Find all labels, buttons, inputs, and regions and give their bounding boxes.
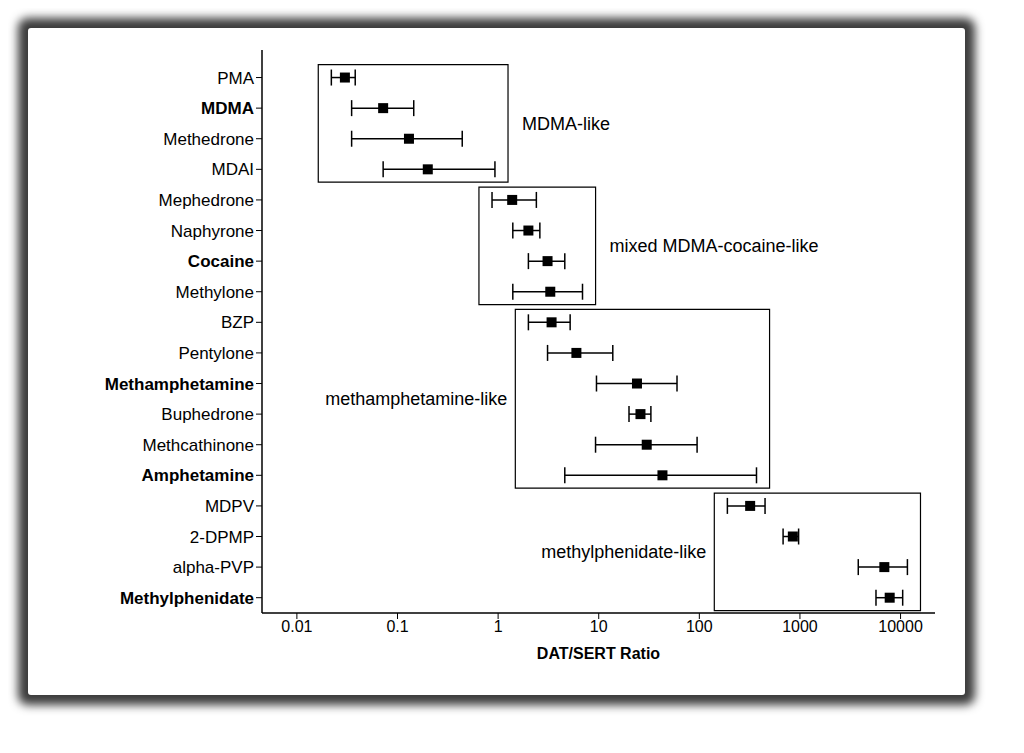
svg-text:BZP: BZP [221, 313, 254, 332]
svg-text:Methcathinone: Methcathinone [142, 436, 254, 455]
svg-text:MDPV: MDPV [205, 497, 255, 516]
svg-text:Methamphetamine: Methamphetamine [105, 375, 254, 394]
svg-text:100: 100 [686, 618, 713, 635]
svg-text:DAT/SERT Ratio: DAT/SERT Ratio [537, 645, 660, 662]
svg-text:methylphenidate-like: methylphenidate-like [541, 542, 706, 562]
svg-text:mixed MDMA-cocaine-like: mixed MDMA-cocaine-like [610, 236, 819, 256]
svg-text:0.1: 0.1 [386, 618, 408, 635]
svg-text:MDAI: MDAI [212, 160, 255, 179]
svg-text:Pentylone: Pentylone [178, 344, 254, 363]
svg-text:Buphedrone: Buphedrone [161, 405, 254, 424]
svg-text:10000: 10000 [878, 618, 923, 635]
svg-text:alpha-PVP: alpha-PVP [173, 558, 254, 577]
svg-text:methamphetamine-like: methamphetamine-like [325, 389, 507, 409]
svg-text:MDMA: MDMA [201, 99, 254, 118]
svg-text:10: 10 [590, 618, 608, 635]
svg-text:Mephedrone: Mephedrone [159, 191, 254, 210]
svg-text:Naphyrone: Naphyrone [171, 222, 254, 241]
svg-text:1: 1 [494, 618, 503, 635]
svg-text:Methedrone: Methedrone [163, 130, 254, 149]
svg-text:0.01: 0.01 [281, 618, 312, 635]
svg-text:Cocaine: Cocaine [188, 252, 254, 271]
svg-text:Methylone: Methylone [176, 283, 254, 302]
svg-text:PMA: PMA [217, 69, 255, 88]
svg-text:1000: 1000 [782, 618, 818, 635]
svg-text:MDMA-like: MDMA-like [522, 114, 610, 134]
svg-text:Methylphenidate: Methylphenidate [120, 589, 254, 608]
svg-text:2-DPMP: 2-DPMP [190, 528, 254, 547]
svg-text:Amphetamine: Amphetamine [142, 466, 254, 485]
